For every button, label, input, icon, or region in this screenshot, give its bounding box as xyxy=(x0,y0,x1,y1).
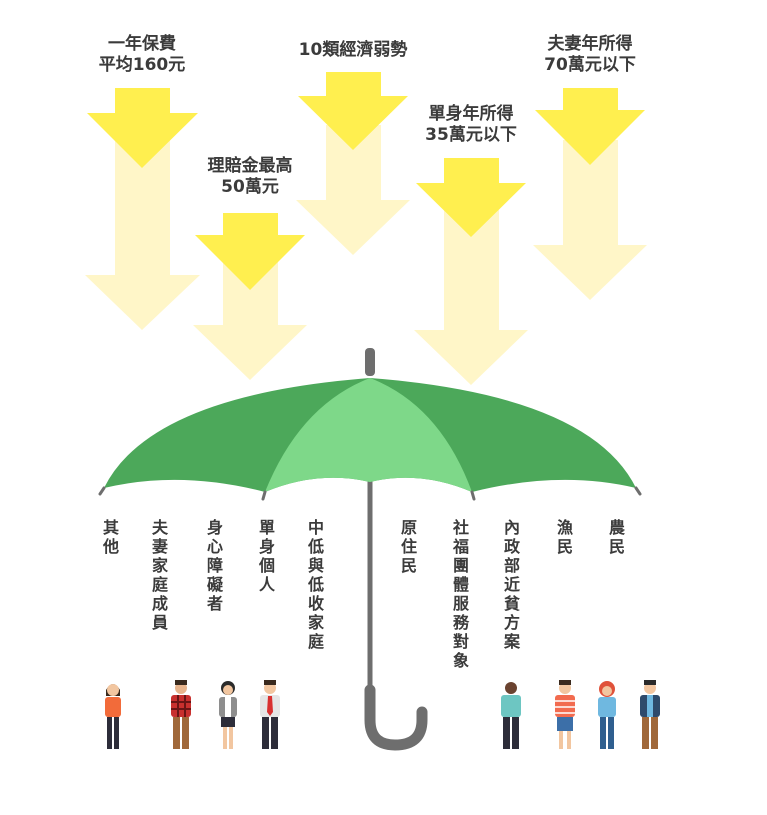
umbrella-tip xyxy=(365,348,375,376)
umbrella-hook xyxy=(364,684,428,751)
person-icon xyxy=(219,681,237,749)
person-icon xyxy=(260,680,280,749)
benefit-categories-label: 10類經濟弱勢 xyxy=(298,40,408,60)
group-indigenous: 原住民 xyxy=(400,518,417,575)
rib-tip-midleft xyxy=(261,490,267,501)
group-interior-poverty: 內政部近貧方案 xyxy=(503,518,520,651)
arrow-single-strong xyxy=(416,158,526,237)
benefit-couple-label: 夫妻年所得 70萬元以下 xyxy=(544,34,636,75)
group-disabled: 身心障礙者 xyxy=(206,518,223,613)
arrow-claim xyxy=(193,213,307,380)
arrow-couple xyxy=(533,88,647,300)
people xyxy=(105,680,660,749)
person-icon xyxy=(105,684,121,749)
arrow-couple-strong xyxy=(535,88,645,165)
umbrella xyxy=(98,348,642,751)
rib-tip-right xyxy=(634,486,642,496)
umbrella-canopy-light xyxy=(265,378,472,492)
person-icon xyxy=(555,680,575,749)
rib-tip-midright xyxy=(470,490,476,501)
person-icon xyxy=(598,681,616,749)
benefit-single-label: 單身年所得 35萬元以下 xyxy=(425,104,517,145)
person-icon xyxy=(640,680,660,749)
arrow-premium xyxy=(85,88,200,330)
arrow-single xyxy=(414,158,528,385)
arrow-categories-strong xyxy=(298,72,408,150)
group-low-income: 中低與低收家庭 xyxy=(307,518,324,651)
rib-tip-left xyxy=(98,486,106,496)
group-other: 其他 xyxy=(102,518,119,556)
arrow-categories xyxy=(296,72,410,255)
group-fishermen: 漁民 xyxy=(556,518,573,556)
benefit-premium-label: 一年保費 平均160元 xyxy=(98,34,186,75)
arrow-premium-faded xyxy=(85,140,200,330)
group-social-welfare: 社福團體服務對象 xyxy=(452,518,469,670)
arrow-single-faded xyxy=(414,210,528,385)
person-icon xyxy=(171,680,191,749)
group-single: 單身個人 xyxy=(258,518,275,594)
arrow-claim-faded xyxy=(193,262,307,380)
group-farmers: 農民 xyxy=(608,518,625,556)
arrow-categories-faded xyxy=(296,125,410,255)
arrow-couple-faded xyxy=(533,140,647,300)
group-family: 夫妻家庭成員 xyxy=(151,518,168,632)
person-icon xyxy=(501,682,521,749)
benefit-claim-label: 理賠金最高 50萬元 xyxy=(207,156,293,197)
arrow-claim-strong xyxy=(195,213,305,290)
arrow-premium-strong xyxy=(87,88,198,168)
